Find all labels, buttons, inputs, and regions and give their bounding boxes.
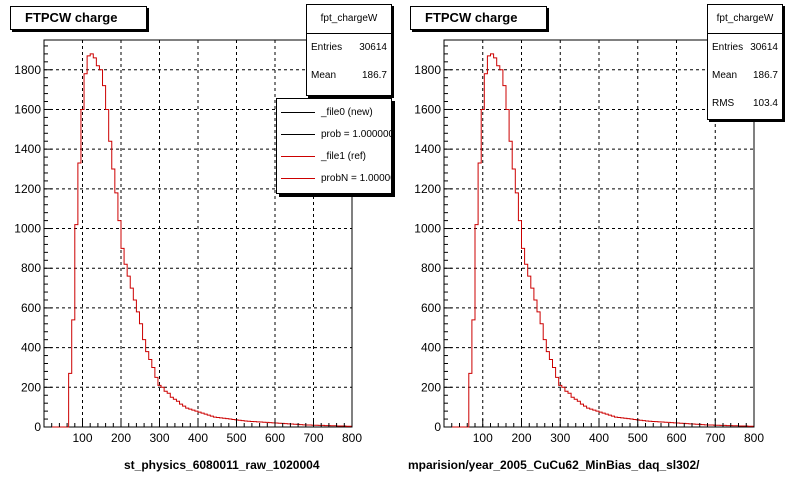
stats-label: Mean	[311, 70, 337, 81]
plot-title-text: FTPCW charge	[425, 10, 518, 25]
stats-value: 186.7	[361, 70, 387, 81]
pad-right: 100 200 300 400 500 600 700 800 0 200 400 600 800 100…	[400, 0, 800, 480]
x-tick-label: 400	[589, 431, 609, 445]
plot-title-right: FTPCW charge	[410, 6, 547, 30]
stats-label: Entries	[311, 42, 343, 53]
x-tick-label: 100	[72, 431, 92, 445]
stats-row: Mean 186.7	[307, 62, 391, 90]
x-tick-label: 400	[188, 431, 208, 445]
x-tick-label: 700	[303, 431, 323, 445]
stats-name: fpt_chargeW	[307, 5, 391, 34]
legend-entry: probN = 1.000000	[277, 167, 391, 189]
y-tick-label: 1200	[14, 182, 41, 196]
histogram-series-line	[44, 53, 353, 428]
stats-box-left: fpt_chargeW Entries 30614 Mean 186.7	[306, 4, 392, 96]
stats-value: 103.4	[752, 98, 778, 109]
legend-entry: prob = 1.000000	[277, 123, 391, 145]
legend-label: probN = 1.000000	[321, 172, 391, 184]
legend-swatch	[281, 177, 315, 179]
y-tick-label: 1600	[414, 102, 441, 116]
stats-value: 30614	[750, 42, 778, 53]
stats-row: Mean 186.7	[708, 62, 782, 90]
y-tick-label: 1800	[14, 63, 41, 77]
stats-row: Entries 30614	[307, 34, 391, 62]
stats-row: RMS 103.4	[708, 90, 782, 118]
x-tick-label: 200	[511, 431, 531, 445]
stats-label: Entries	[712, 42, 744, 53]
y-tick-label: 600	[421, 301, 441, 315]
y-tick-label: 0	[34, 420, 41, 434]
x-tick-label: 700	[705, 431, 725, 445]
y-tick-label: 800	[21, 261, 41, 275]
legend-box-left: _file0 (new) prob = 1.000000 _file1 (ref…	[276, 98, 392, 194]
legend-entry: _file0 (new)	[277, 101, 391, 123]
x-axis-title-left: st_physics_6080011_raw_1020004	[124, 458, 320, 472]
legend-label: _file1 (ref)	[321, 150, 367, 162]
y-tick-label: 1600	[14, 102, 41, 116]
legend-swatch	[281, 133, 315, 135]
y-tick-label: 200	[421, 380, 441, 394]
y-tick-label: 1800	[414, 63, 441, 77]
x-tick-label: 500	[226, 431, 246, 445]
x-tick-label: 200	[111, 431, 131, 445]
x-tick-label: 300	[550, 431, 570, 445]
y-tick-label: 1000	[414, 222, 441, 236]
x-tick-label: 800	[744, 431, 764, 445]
legend-swatch	[281, 111, 315, 113]
histogram-series-line	[444, 53, 755, 428]
legend-swatch	[281, 155, 315, 157]
stats-label: RMS	[712, 98, 735, 109]
y-tick-label: 800	[421, 261, 441, 275]
x-tick-label: 600	[666, 431, 686, 445]
x-tick-label: 500	[628, 431, 648, 445]
plot-title-left: FTPCW charge	[10, 6, 147, 30]
legend-label: prob = 1.000000	[321, 128, 392, 140]
legend-entry: _file1 (ref)	[277, 145, 391, 167]
x-tick-label: 300	[149, 431, 169, 445]
histogram-plot-right: 100 200 300 400 500 600 700 800 0 200 400 600 800 100…	[414, 39, 764, 445]
y-tick-label: 200	[21, 380, 41, 394]
stats-value: 30614	[359, 42, 387, 53]
stats-label: Mean	[712, 70, 738, 81]
y-tick-label: 1200	[414, 182, 441, 196]
y-tick-label: 400	[421, 341, 441, 355]
y-tick-label: 1000	[14, 222, 41, 236]
x-axis-title-right: mparision/year_2005_CuCu62_MinBias_daq_s…	[408, 458, 700, 472]
x-tick-label: 800	[342, 431, 362, 445]
y-tick-label: 600	[21, 301, 41, 315]
y-tick-label: 1400	[14, 142, 41, 156]
x-tick-label: 600	[265, 431, 285, 445]
stats-row: Entries 30614	[708, 34, 782, 62]
pad-left: 100 200 300 400 500 600 700 800 0 200 400 600 800 100…	[10, 4, 392, 472]
stats-value: 186.7	[752, 70, 778, 81]
y-tick-label: 0	[434, 420, 441, 434]
stats-box-right: fpt_chargeW Entries 30614 Mean 186.7 RMS…	[707, 4, 783, 120]
y-tick-label: 400	[21, 341, 41, 355]
x-tick-label: 100	[473, 431, 493, 445]
plot-title-text: FTPCW charge	[25, 10, 118, 25]
y-tick-label: 1400	[414, 142, 441, 156]
stats-name: fpt_chargeW	[708, 5, 782, 34]
legend-label: _file0 (new)	[321, 106, 373, 118]
